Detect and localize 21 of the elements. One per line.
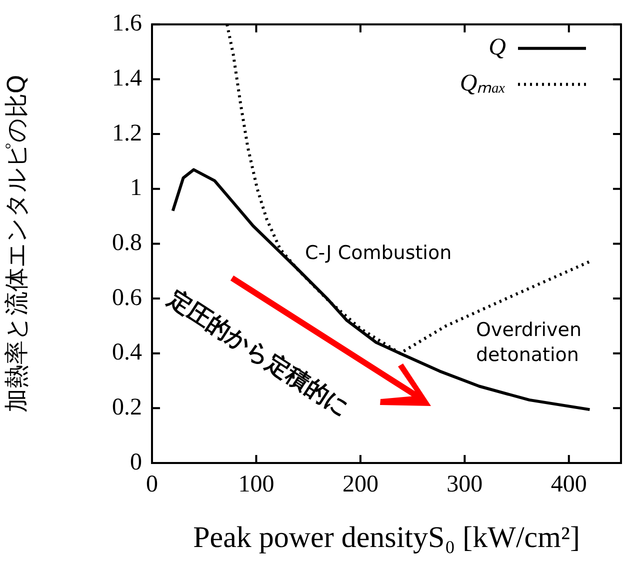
- annotation: Overdriven detonation: [476, 318, 582, 368]
- x-tick-label: 200: [342, 472, 378, 498]
- y-tick-label: 1.2: [112, 120, 142, 146]
- x-axis-title: Peak power densityS₀ [kW/cm²]: [193, 520, 580, 554]
- y-tick-label: 1.4: [112, 66, 142, 92]
- y-axis-title: 加熱率と流体エンタルピの比Q: [2, 74, 31, 413]
- y-tick-label: 0.4: [112, 340, 142, 366]
- y-tick-label: 0.2: [112, 394, 142, 420]
- x-tick-label: 300: [446, 472, 483, 498]
- y-tick-label: 0.6: [112, 284, 142, 311]
- legend-label: Q: [488, 34, 506, 61]
- annotation: C-J Combustion: [305, 241, 452, 266]
- y-tick-label: 0.8: [112, 230, 142, 256]
- annotation: 定圧的から定積的に: [162, 285, 354, 424]
- y-tick-label: 1.6: [112, 10, 142, 37]
- x-tick-label: 400: [550, 472, 587, 498]
- x-tick-label: 100: [238, 472, 274, 498]
- y-tick-label: 1: [130, 175, 142, 202]
- x-tick-label: 0: [146, 472, 158, 498]
- y-tick-label: 0: [130, 449, 142, 476]
- legend-label: Qₘₐₓ: [460, 70, 506, 97]
